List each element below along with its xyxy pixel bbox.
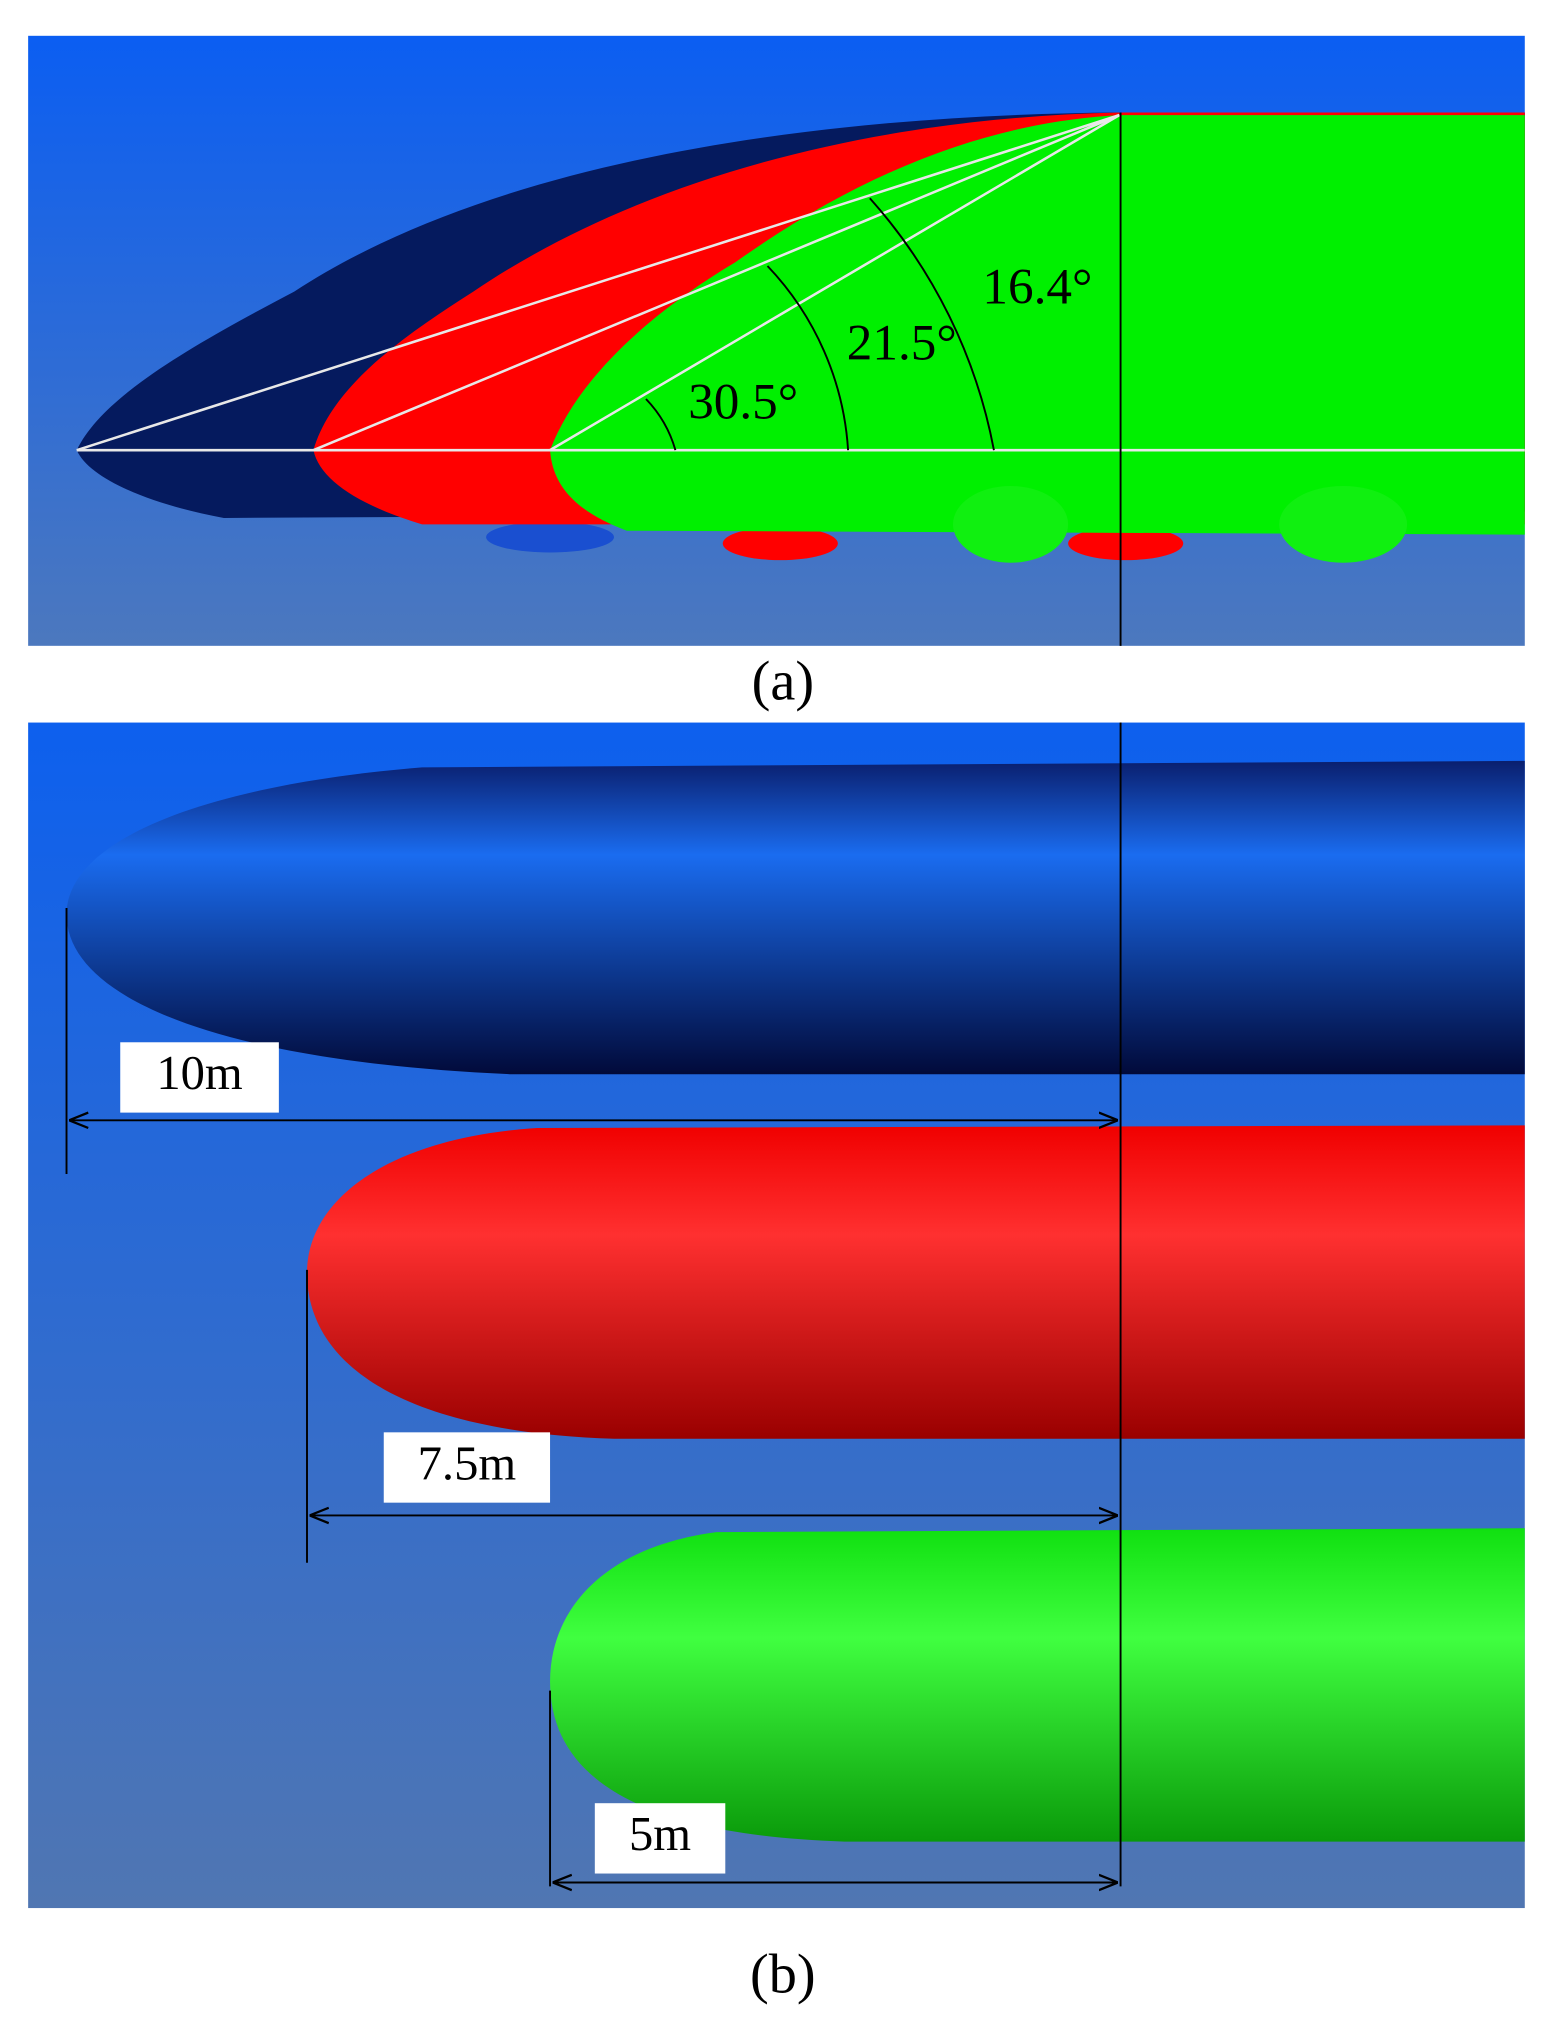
label-box [594, 1803, 726, 1874]
label-box [383, 1432, 551, 1503]
train-red [307, 1125, 1525, 1439]
length-label: 10m [156, 1046, 243, 1100]
length-label: 5m [629, 1807, 691, 1861]
train-green [550, 115, 1525, 563]
angle-label: 21.5° [847, 315, 957, 372]
angle-label: 30.5° [688, 373, 798, 430]
caption: (a) [752, 651, 814, 713]
train-blue [66, 760, 1525, 1075]
label-box [120, 1042, 279, 1113]
length-label: 7.5m [418, 1436, 517, 1490]
dimension-lines [65, 722, 1122, 1887]
train-green [550, 1528, 1525, 1842]
angle-lines [76, 113, 1525, 452]
panel-b: 10m 7.5m 5m [28, 722, 1525, 1909]
panel-a: 16.4° 21.5° 30.5° [28, 35, 1525, 646]
caption: (b) [750, 1944, 816, 2006]
angle-arcs [645, 112, 1122, 646]
angle-label: 16.4° [982, 258, 1092, 315]
